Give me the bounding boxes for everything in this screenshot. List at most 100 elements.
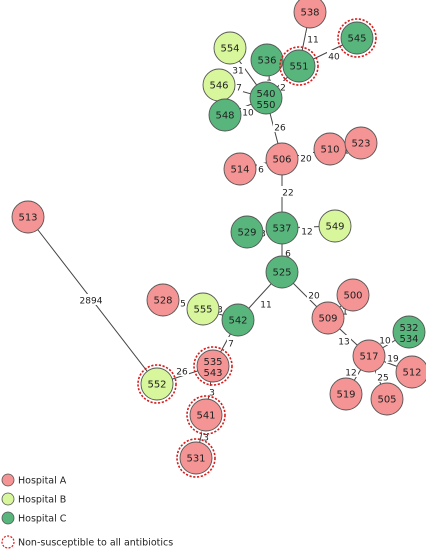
edge-label-bg xyxy=(208,386,216,397)
node-529: 529 xyxy=(230,215,264,249)
node-circle xyxy=(208,98,242,132)
edge-label-bg xyxy=(300,225,314,236)
node-circle xyxy=(370,382,404,416)
node-542: 542 xyxy=(221,303,255,337)
edge-label-bg xyxy=(241,106,255,117)
node-500: 500 xyxy=(336,278,370,312)
edge-label-545-551: 40 xyxy=(328,53,340,63)
node-circle xyxy=(344,126,378,160)
legend-label: Hospital A xyxy=(18,476,67,487)
nonsusceptible-ring xyxy=(176,438,216,478)
node-label: 514 xyxy=(230,165,249,176)
edge-label-bg xyxy=(259,298,273,309)
node-label: 500 xyxy=(343,291,362,302)
edge-label-bg xyxy=(265,71,273,82)
legend-item-hospital-b: Hospital B xyxy=(1,492,66,506)
node-555: 555 xyxy=(186,292,220,326)
node-circle xyxy=(282,49,316,83)
node-label: 537 xyxy=(272,224,291,235)
edge-label-536-540-550: 1 xyxy=(266,74,272,84)
legend-label: Hospital B xyxy=(18,495,66,506)
edge-label-554-540-550: 31 xyxy=(232,67,243,77)
node-label: 548 xyxy=(215,111,234,122)
node-545: 545 xyxy=(337,18,377,58)
node-label: 523 xyxy=(351,139,370,150)
node-label: 528 xyxy=(153,296,172,307)
node-514: 514 xyxy=(223,152,257,186)
node-552: 552 xyxy=(137,364,177,404)
edge-label-bg xyxy=(299,152,313,163)
node-537: 537 xyxy=(265,211,299,245)
node-circle xyxy=(340,21,374,55)
node-label: 509 xyxy=(318,314,337,325)
node-label: 542 xyxy=(228,316,247,327)
node-circle xyxy=(213,31,247,65)
node-label: 538 xyxy=(300,8,319,19)
edge-labels-layer: 1140311271026120622312611201537131019122… xyxy=(78,33,400,444)
edge-label-bg xyxy=(281,186,295,197)
node-label: 506 xyxy=(272,155,291,166)
node-506: 506 xyxy=(265,142,299,176)
node-label: 529 xyxy=(237,228,256,239)
node-label: 550 xyxy=(256,100,275,111)
nonsusceptible-ring xyxy=(193,346,233,386)
node-circle xyxy=(311,301,345,335)
node-circle xyxy=(223,152,257,186)
node-circle xyxy=(265,142,299,176)
node-512: 512 xyxy=(395,355,426,389)
node-circle xyxy=(293,0,327,29)
legend-item-hospital-a: Hospital A xyxy=(1,473,67,487)
edge-label-555-542: 3 xyxy=(217,306,223,316)
node-528: 528 xyxy=(146,283,180,317)
node-505: 505 xyxy=(370,382,404,416)
node-548: 548 xyxy=(208,98,242,132)
node-circle xyxy=(395,355,426,389)
node-circle xyxy=(352,339,386,373)
node-circle xyxy=(189,398,223,432)
legend-label: Hospital C xyxy=(18,514,67,525)
nonsusceptible-ring xyxy=(186,395,226,435)
node-546: 546 xyxy=(202,68,236,102)
node-label: 554 xyxy=(220,44,239,55)
node-circle xyxy=(250,43,284,77)
edge-label-535-543-541: 3 xyxy=(209,389,215,399)
edge-label-bg xyxy=(386,352,400,363)
edge-label-541-531: 3 xyxy=(203,434,209,444)
edge-label-bg xyxy=(202,431,210,442)
edge-label-bg xyxy=(344,366,358,377)
nonsusceptible-ring xyxy=(337,18,377,58)
edge-label-506-510: 20 xyxy=(300,155,312,165)
node-circle xyxy=(179,441,213,475)
edge-label-509-517: 13 xyxy=(338,338,349,348)
legend-swatch xyxy=(1,511,15,525)
edge-label-517-512: 19 xyxy=(387,355,399,365)
edge-label-bg xyxy=(378,334,392,345)
node-551: 551 xyxy=(279,46,319,86)
edge-label-bg xyxy=(337,335,351,346)
node-525: 525 xyxy=(265,255,299,289)
node-label: 549 xyxy=(325,222,344,233)
node-circle xyxy=(230,215,264,249)
node-label: 541 xyxy=(196,411,215,422)
edge-label-528-555: 5 xyxy=(180,300,186,310)
node-541: 541 xyxy=(186,395,226,435)
edge-label-bg xyxy=(307,289,321,300)
node-circle xyxy=(318,209,352,243)
node-circle xyxy=(336,278,370,312)
node-label: 519 xyxy=(336,390,355,401)
node-519: 519 xyxy=(329,377,363,411)
nonsusceptible-ring xyxy=(279,46,319,86)
edge-label-bg xyxy=(306,33,320,44)
node-531: 531 xyxy=(176,438,216,478)
legend-item-nonsusceptible: Non-susceptible to all antibiotics xyxy=(1,535,173,549)
edge-label-bg xyxy=(175,365,189,376)
node-517: 517 xyxy=(352,339,386,373)
edge-label-532-534-517: 10 xyxy=(379,337,391,347)
node-label: 552 xyxy=(147,380,166,391)
edge-label-517-519: 12 xyxy=(345,369,356,379)
node-circle xyxy=(146,283,180,317)
